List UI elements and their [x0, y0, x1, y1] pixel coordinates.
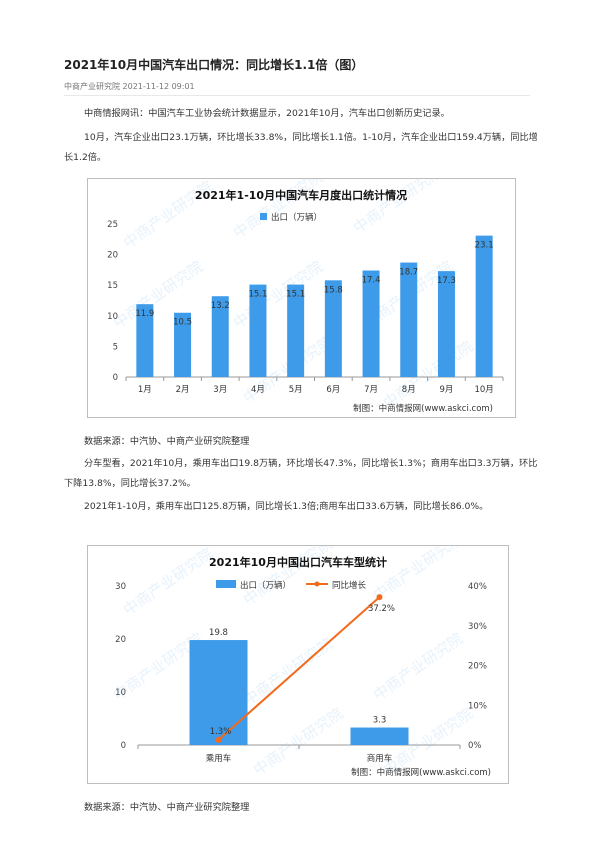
growth-line	[217, 596, 381, 741]
y-left-tick-label: 20	[115, 635, 126, 645]
bar	[136, 304, 154, 377]
legend-swatch	[260, 213, 267, 220]
x-tick-label: 9月	[439, 385, 453, 395]
chart-title: 2021年10月中国出口汽车车型统计	[209, 555, 387, 569]
bar	[287, 284, 305, 377]
bar-value-label: 3.3	[373, 716, 387, 726]
growth-point	[215, 736, 222, 743]
y-right-tick-label: 40%	[468, 582, 487, 592]
bar	[475, 235, 493, 377]
bar-value-label: 18.7	[399, 268, 418, 278]
article-source-date: 中商产业研究院 2021-11-12 09:01	[64, 82, 195, 91]
y-tick-label: 5	[113, 342, 118, 352]
data-source-1: 数据来源：中汽协、中商产业研究院整理	[84, 436, 250, 447]
x-tick-label: 1月	[138, 385, 152, 395]
bar-value-label: 11.9	[135, 309, 154, 319]
bar	[249, 284, 267, 377]
paragraph-ytd-by-type: 2021年1-10月，乘用车出口125.8万辆，同比增长1.3倍;商用车出口33…	[84, 501, 489, 512]
chart-credit: 制图：中商情报网(www.askci.com)	[353, 403, 493, 414]
data-source-2: 数据来源：中汽协、中商产业研究院整理	[84, 802, 250, 813]
paragraph-october-total: 10月，汽车企业出口23.1万辆，环比增长33.8%，同比增长1.1倍。1-10…	[64, 132, 538, 163]
y-tick-label: 20	[107, 251, 118, 261]
watermark-text: 中商产业研究院	[120, 546, 216, 619]
watermark-text: 中商产业研究院	[240, 634, 336, 709]
bar	[350, 727, 409, 745]
y-right-tick-label: 10%	[468, 701, 487, 711]
paragraph-intro: 中商情报网讯：中国汽车工业协会统计数据显示，2021年10月，汽车出口创新历史记…	[84, 108, 450, 119]
y-tick-label: 0	[113, 373, 118, 383]
bar	[189, 640, 248, 745]
bar	[400, 262, 418, 377]
bar	[437, 271, 455, 377]
bar-value-label: 15.1	[286, 290, 305, 300]
watermark-text: 中商产业研究院	[380, 337, 476, 412]
bar-value-label: 13.2	[211, 301, 230, 311]
bar-value-label: 23.1	[475, 241, 494, 251]
legend-label: 出口（万辆）	[271, 212, 322, 223]
watermark-text: 中商产业研究院	[250, 704, 346, 779]
y-left-tick-label: 10	[115, 688, 126, 698]
legend-label-line: 同比增长	[332, 580, 367, 591]
article-title: 2021年10月中国汽车出口情况：同比增长1.1倍（图）	[64, 58, 364, 72]
bar-value-label: 17.4	[362, 276, 381, 286]
chart-title: 2021年1-10月中国汽车月度出口统计情况	[195, 188, 407, 202]
monthly-export-chart: 中商产业研究院 中商产业研究院 中商产业研究院 中商产业研究院 中商产业研究院 中商产业研…	[87, 162, 516, 418]
y-right-tick-label: 30%	[468, 622, 487, 632]
x-tick-label: 3月	[213, 385, 227, 395]
watermark-text: 中商产业研究院	[350, 179, 446, 237]
y-right-tick-label: 20%	[468, 662, 487, 672]
x-tick-label: 5月	[289, 385, 303, 395]
x-tick-label: 10月	[474, 385, 493, 395]
y-tick-label: 15	[107, 281, 118, 291]
y-right-tick-label: 0%	[468, 741, 482, 751]
y-left-tick-label: 30	[115, 582, 126, 592]
chart-credit: 制图：中商情报网(www.askci.com)	[351, 767, 491, 778]
x-tick-label: 乘用车	[206, 753, 232, 764]
x-tick-label: 4月	[251, 385, 265, 395]
vehicle-type-chart: 中商产业研究院 中商产业研究院 中商产业研究院 中商产业研究院 中商产业研究院 中商产业研…	[87, 529, 509, 784]
growth-point	[376, 594, 383, 601]
divider	[64, 95, 530, 96]
y-tick-label: 10	[107, 312, 118, 322]
bar-value-label: 10.5	[173, 318, 192, 328]
bar-value-label: 15.8	[324, 285, 343, 295]
x-tick-label: 2月	[176, 385, 190, 395]
bar	[211, 296, 229, 377]
watermark-text: 中商产业研究院	[370, 629, 466, 704]
bar-value-label: 17.3	[437, 276, 456, 286]
growth-value-label: 1.3%	[210, 727, 232, 737]
bar	[324, 280, 342, 377]
legend-swatch-line-marker	[314, 581, 320, 587]
bar	[362, 270, 380, 377]
x-tick-label: 8月	[402, 385, 416, 395]
watermark-text: 中商产业研究院	[370, 546, 466, 604]
y-left-tick-label: 0	[121, 741, 126, 751]
legend-label-bar: 出口（万辆）	[240, 580, 291, 591]
watermark-text: 中商产业研究院	[230, 257, 326, 332]
bar-value-label: 19.8	[209, 628, 228, 638]
paragraph-by-type: 分车型看，2021年10月，乘用车出口19.8万辆，环比增长47.3%，同比增长…	[64, 458, 538, 489]
x-tick-label: 商用车	[367, 753, 393, 764]
x-tick-label: 7月	[364, 385, 378, 395]
legend-swatch-bar	[216, 580, 236, 588]
bar	[174, 312, 192, 377]
bar-value-label: 15.1	[248, 290, 267, 300]
growth-value-label: 37.2%	[368, 604, 395, 614]
x-tick-label: 6月	[326, 385, 340, 395]
y-tick-label: 25	[107, 220, 118, 230]
